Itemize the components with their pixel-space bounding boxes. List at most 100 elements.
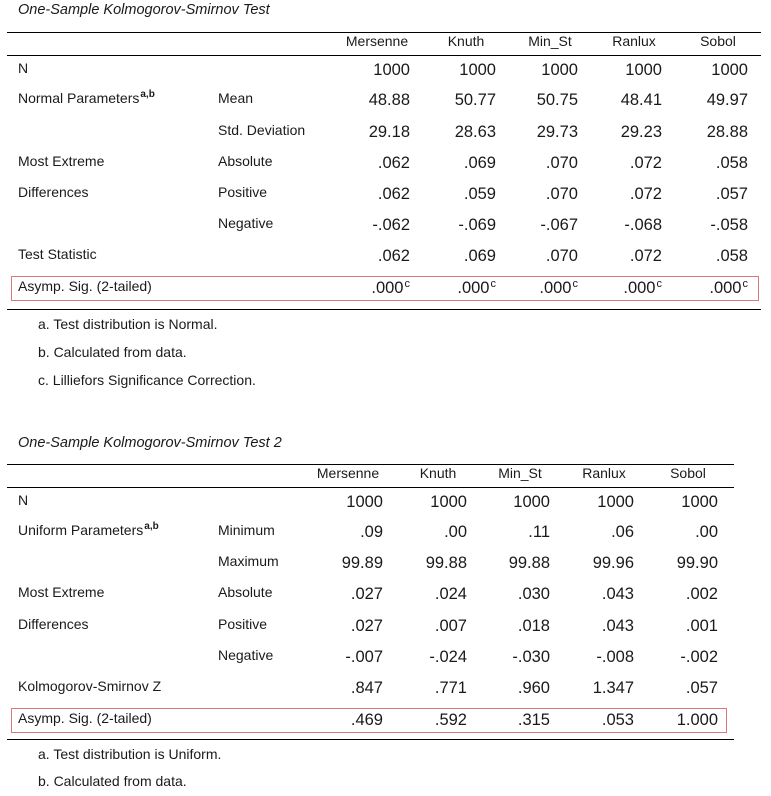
cell-value: 1000 — [711, 61, 748, 79]
row-sublabel: Negative — [218, 215, 274, 231]
cell-value: 1000 — [597, 493, 634, 511]
row-label-text: Most Extreme — [18, 153, 105, 169]
cell-value: .000 — [709, 279, 742, 297]
table-cell: .027 — [351, 617, 383, 636]
table-cell: 1000 — [597, 493, 634, 512]
cell-value: .000 — [623, 279, 656, 297]
table-cell: 28.63 — [455, 123, 496, 142]
cell-value: .027 — [350, 585, 383, 603]
column-header: Ranlux — [612, 33, 656, 49]
row-label: Test Statistic — [18, 246, 97, 262]
table-cell: 99.88 — [509, 554, 550, 573]
cell-value: 1000 — [625, 61, 662, 79]
table-cell: .315 — [518, 711, 550, 730]
table-cell: .070 — [546, 247, 578, 266]
cell-value: .960 — [517, 679, 550, 697]
cell-value: -.058 — [710, 216, 748, 234]
cell-value: 1000 — [459, 61, 496, 79]
row-label: Differences — [18, 184, 89, 200]
table-cell: 1000 — [681, 493, 718, 512]
cell-value: 29.18 — [368, 123, 410, 141]
table-cell: .06 — [611, 523, 634, 542]
cell-value: 29.73 — [536, 123, 578, 141]
table-bottom-rule — [7, 309, 761, 310]
table-cell: -.002 — [680, 648, 718, 667]
highlight-box — [11, 276, 759, 301]
table-cell: 28.88 — [707, 123, 748, 142]
table-cell: .024 — [435, 585, 467, 604]
row-label-text: Kolmogorov-Smirnov Z — [18, 678, 162, 694]
footnote-marker: c — [404, 278, 411, 290]
row-label-text: Normal Parameters — [18, 90, 140, 106]
cell-value: 1.000 — [676, 711, 718, 729]
table-cell: -.030 — [512, 648, 550, 667]
cell-value: .043 — [601, 585, 634, 603]
row-label-text: Asymp. Sig. (2-tailed) — [18, 710, 152, 726]
row-sublabel: Positive — [218, 616, 268, 632]
table-cell: .00 — [444, 523, 467, 542]
cell-value: .000 — [539, 279, 572, 297]
cell-value: .00 — [444, 523, 467, 541]
table-cell: .030 — [518, 585, 550, 604]
row-label: N — [18, 492, 28, 508]
column-header: Mersenne — [316, 465, 380, 481]
cell-value: .057 — [685, 679, 718, 697]
table-cell: .043 — [602, 585, 634, 604]
table-cell: .069 — [464, 154, 496, 173]
row-sublabel: Negative — [218, 647, 274, 663]
table-cell: -.069 — [458, 216, 496, 235]
table-cell: .000c — [457, 278, 496, 298]
table-title: One-Sample Kolmogorov-Smirnov Test 2 — [18, 435, 282, 451]
table-cell: .001 — [686, 617, 718, 636]
table-top-rule — [7, 32, 761, 33]
table-cell: -.062 — [372, 216, 410, 235]
cell-value: .070 — [545, 247, 578, 265]
column-header: Sobol — [670, 465, 706, 481]
table-cell: 1.000 — [677, 711, 718, 730]
cell-value: -.069 — [458, 216, 496, 234]
row-label-text: Asymp. Sig. (2-tailed) — [18, 278, 152, 294]
table-cell: 1000 — [711, 61, 748, 80]
footnote-marker: c — [572, 278, 579, 290]
row-sublabel: Absolute — [218, 584, 273, 600]
table-cell: -.008 — [596, 648, 634, 667]
cell-value: .069 — [463, 154, 496, 172]
cell-value: .027 — [350, 617, 383, 635]
cell-value: 48.41 — [620, 91, 662, 109]
cell-value: 1000 — [346, 493, 383, 511]
cell-value: .000 — [457, 279, 490, 297]
table-cell: 99.96 — [593, 554, 634, 573]
table-cell: .592 — [435, 711, 467, 730]
table-cell: -.024 — [429, 648, 467, 667]
table-cell: .057 — [716, 185, 748, 204]
cell-value: .058 — [715, 247, 748, 265]
cell-value: .030 — [517, 585, 550, 603]
footnote: b. Calculated from data. — [38, 344, 187, 360]
cell-value: .053 — [601, 711, 634, 729]
column-header: Mersenne — [345, 33, 409, 49]
cell-value: -.030 — [512, 648, 550, 666]
row-label-text: Differences — [18, 616, 89, 632]
cell-value: 99.89 — [341, 554, 383, 572]
column-header: Min_St — [528, 33, 572, 49]
row-label: Differences — [18, 616, 89, 632]
row-label-text: N — [18, 60, 29, 76]
column-header: Knuth — [447, 33, 485, 49]
cell-value: -.067 — [540, 216, 578, 234]
cell-value: .000 — [371, 279, 404, 297]
cell-value: .072 — [629, 154, 662, 172]
table-cell: .000c — [539, 278, 579, 298]
footnote: a. Test distribution is Uniform. — [38, 746, 222, 762]
cell-value: 1000 — [373, 61, 410, 79]
row-label-text: Most Extreme — [18, 584, 105, 600]
column-header: Min_St — [498, 465, 542, 481]
cell-value: .09 — [360, 523, 383, 541]
cell-value: 1000 — [513, 493, 550, 511]
table-cell: 29.18 — [369, 123, 410, 142]
cell-value: 29.23 — [620, 123, 662, 141]
cell-value: .315 — [517, 711, 550, 729]
cell-value: 50.75 — [536, 91, 578, 109]
cell-value: -.024 — [429, 648, 467, 666]
cell-value: .002 — [685, 585, 718, 603]
cell-value: .06 — [611, 523, 634, 541]
